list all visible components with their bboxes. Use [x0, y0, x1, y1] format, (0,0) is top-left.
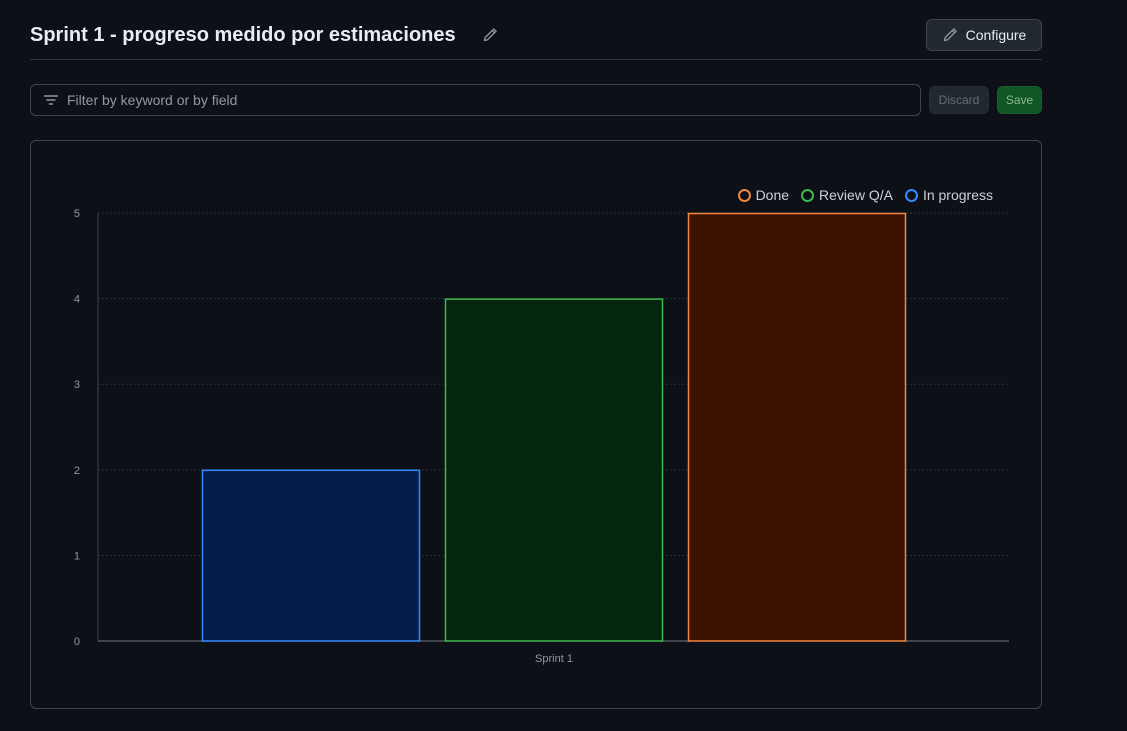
- save-button[interactable]: Save: [997, 86, 1042, 114]
- y-tick-label: 3: [74, 379, 80, 391]
- legend-swatch: [737, 188, 751, 202]
- bar-done: [687, 212, 907, 642]
- legend-swatch: [801, 188, 815, 202]
- pencil-icon: [943, 28, 957, 42]
- y-tick-label: 4: [74, 294, 80, 306]
- x-tick-label: Sprint 1: [535, 653, 573, 665]
- legend-label: Done: [755, 187, 790, 203]
- y-tick-label: 1: [74, 550, 80, 562]
- filter-bar[interactable]: [30, 84, 921, 116]
- chart-panel: 0 1 2 3 4 5 Sprint 1 Done Review Q/A In progress: [30, 140, 1042, 709]
- legend-item[interactable]: In progress: [904, 187, 993, 203]
- filter-input[interactable]: [67, 92, 920, 108]
- filter-icon: [43, 95, 59, 105]
- y-tick-label: 2: [74, 465, 80, 477]
- header: Sprint 1 - progreso medido por estimacio…: [30, 19, 1042, 60]
- legend-swatch: [904, 188, 918, 202]
- legend-item[interactable]: Done: [737, 187, 790, 203]
- bar-chart: 0 1 2 3 4 5 Sprint 1: [74, 208, 1009, 665]
- chart-legend: Done Review Q/A In progress: [737, 187, 993, 203]
- pencil-icon[interactable]: [482, 27, 498, 43]
- legend-label: In progress: [922, 187, 993, 203]
- y-tick-label: 5: [74, 208, 80, 220]
- configure-button[interactable]: Configure: [926, 19, 1042, 51]
- bar-review-q-a: [444, 298, 664, 642]
- page-title: Sprint 1 - progreso medido por estimacio…: [30, 24, 456, 46]
- discard-button[interactable]: Discard: [929, 86, 989, 114]
- y-tick-label: 0: [74, 636, 80, 648]
- configure-label: Configure: [965, 27, 1027, 43]
- legend-label: Review Q/A: [819, 187, 893, 203]
- legend-item[interactable]: Review Q/A: [801, 187, 893, 203]
- bar-in-progress: [201, 469, 421, 642]
